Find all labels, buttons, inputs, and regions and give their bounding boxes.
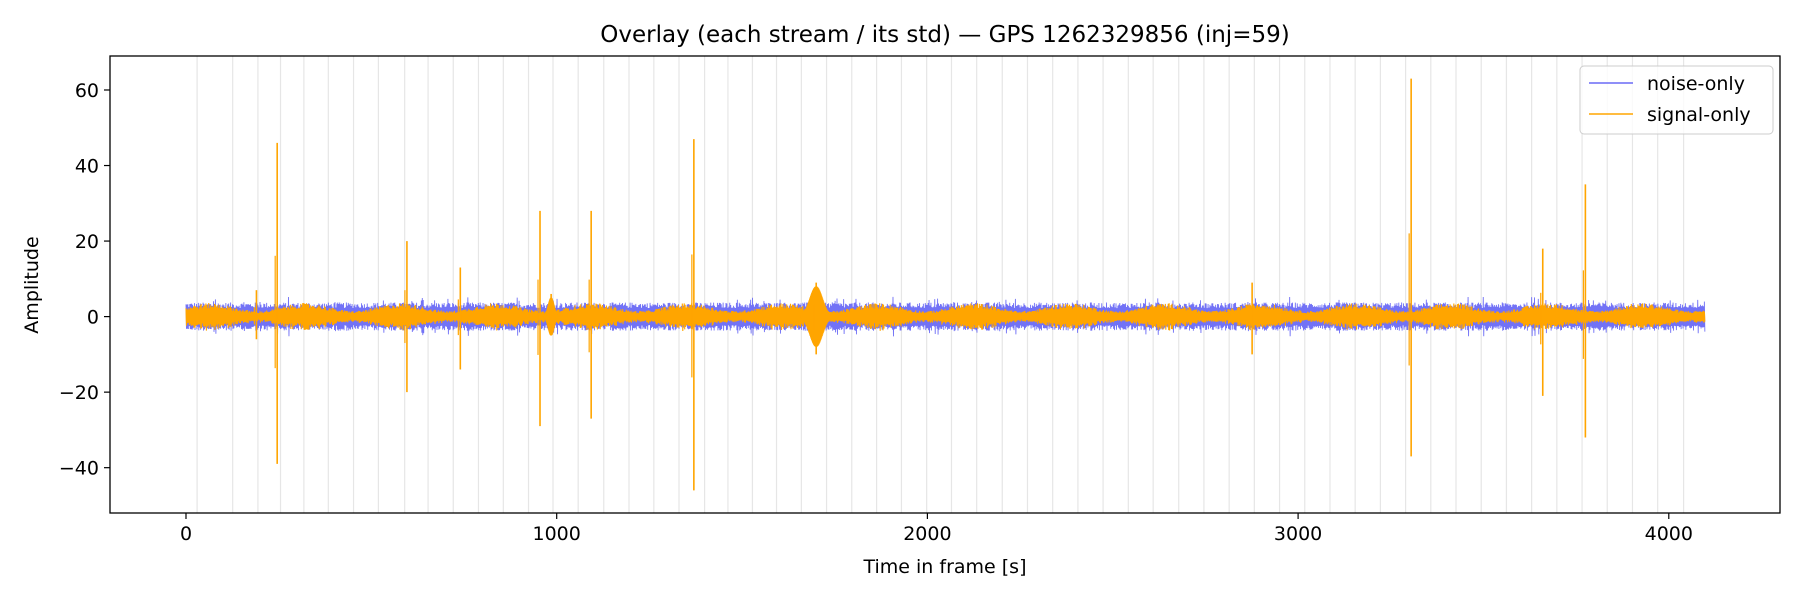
x-tick-label: 1000: [533, 523, 581, 545]
x-tick-label: 4000: [1645, 523, 1693, 545]
legend: noise-only signal-only: [1579, 65, 1774, 135]
y-tick-label: −40: [59, 458, 99, 480]
y-tick-label: 0: [87, 307, 99, 329]
x-tick-label: 2000: [903, 523, 951, 545]
y-tick-label: −20: [59, 382, 99, 404]
x-tick-label: 3000: [1274, 523, 1322, 545]
x-axis-ticks: 0 1000 2000 3000 4000: [180, 513, 1693, 545]
signal-only-trace: [185, 303, 1706, 331]
chart-title: Overlay (each stream / its std) — GPS 12…: [600, 22, 1289, 48]
legend-signal-label: signal-only: [1647, 104, 1751, 126]
y-tick-label: 60: [75, 80, 99, 102]
y-axis-ticks: −40 −20 0 20 40 60: [59, 80, 110, 480]
x-axis-label: Time in frame [s]: [862, 556, 1026, 578]
y-axis-label: Amplitude: [21, 236, 43, 333]
signal-series: [185, 78, 1706, 491]
plot-frame: [109, 55, 1781, 514]
legend-noise-label: noise-only: [1647, 73, 1745, 95]
y-tick-label: 20: [75, 231, 99, 253]
y-tick-label: 40: [75, 156, 99, 178]
x-tick-label: 0: [180, 523, 192, 545]
background-vertical-lines: [196, 56, 1685, 513]
